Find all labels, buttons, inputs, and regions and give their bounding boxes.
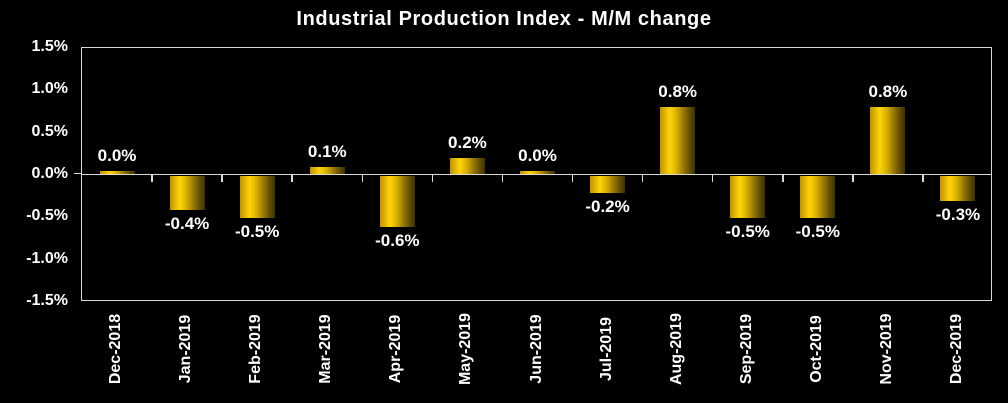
x-axis: Dec-2018 Jan-2019 Feb-2019 Mar-2019 Apr-2019… <box>81 301 992 403</box>
axis-tick <box>711 175 714 182</box>
zero-axis-tick-left <box>74 172 82 174</box>
axis-tick <box>361 175 364 182</box>
y-tick-label: 1.5% <box>31 38 68 55</box>
x-tick-label: Apr-2019 <box>387 314 405 384</box>
data-label: -0.6% <box>375 230 420 250</box>
y-tick-label: -1.5% <box>26 292 68 309</box>
bar-jul-2019 <box>590 176 626 193</box>
chart-title: Industrial Production Index - M/M change <box>296 8 712 30</box>
data-label: 0.8% <box>658 82 698 102</box>
axis-tick <box>782 175 784 182</box>
bar-sep-2019 <box>730 176 766 219</box>
axis-tick <box>221 175 223 182</box>
data-label: -0.3% <box>935 205 981 225</box>
axis-tick <box>501 175 504 182</box>
bar-aug-2019 <box>660 107 696 175</box>
data-label: 0.2% <box>448 133 487 153</box>
bar-jan-2019 <box>169 176 205 210</box>
axis-tick <box>641 175 644 182</box>
data-label: -0.5% <box>795 222 840 242</box>
x-tick-label: Feb-2019 <box>247 314 265 384</box>
data-label: 0.0% <box>518 146 557 165</box>
bar-feb-2019 <box>239 176 275 219</box>
y-tick-label: 0.0% <box>31 165 68 182</box>
data-label: -0.5% <box>725 222 770 242</box>
zero-axis-line <box>81 173 992 175</box>
x-tick-label: Dec-2019 <box>947 313 965 385</box>
x-tick-label: Sep-2019 <box>737 313 755 385</box>
x-tick-label: Dec-2018 <box>107 313 125 385</box>
data-label: -0.5% <box>234 222 280 242</box>
data-label: -0.2% <box>585 196 630 216</box>
y-tick-label: -0.5% <box>26 207 68 225</box>
x-tick-label: Mar-2019 <box>317 314 335 384</box>
axis-tick <box>922 175 924 182</box>
axis-tick <box>852 175 854 182</box>
bar-jun-2019 <box>520 171 555 175</box>
bar-dec-2018 <box>99 171 135 175</box>
data-label: -0.4% <box>164 213 210 233</box>
y-tick-label: 0.5% <box>31 122 68 140</box>
x-tick-label: Aug-2019 <box>667 312 685 386</box>
data-label: 0.0% <box>97 146 137 165</box>
bar-may-2019 <box>449 158 485 175</box>
x-tick-label: Jan-2019 <box>177 314 195 384</box>
axis-tick <box>571 175 574 182</box>
x-tick-label: May-2019 <box>457 312 475 386</box>
bar-oct-2019 <box>800 176 836 219</box>
bar-apr-2019 <box>379 176 415 227</box>
x-tick-label: Jul-2019 <box>597 316 615 382</box>
bar-mar-2019 <box>309 166 345 175</box>
bar-nov-2019 <box>870 107 906 175</box>
x-tick-label: Oct-2019 <box>807 315 825 383</box>
plot-area: 0.0% -0.4% -0.5% 0.1% -0.6% 0.2% 0.0% -0.2% 0.8%… <box>81 47 992 301</box>
axis-tick <box>431 175 434 182</box>
y-tick-label: -1.0% <box>26 249 68 267</box>
data-label: 0.8% <box>868 82 908 102</box>
y-axis: 1.5% 1.0% 0.5% 0.0% -0.5% -1.0% -1.5% <box>0 0 74 403</box>
x-tick-label: Nov-2019 <box>877 313 895 385</box>
y-tick-label: 1.0% <box>31 80 68 98</box>
axis-tick <box>291 175 293 182</box>
bar-dec-2019 <box>940 176 976 202</box>
axis-tick <box>151 175 153 182</box>
data-label: 0.1% <box>307 141 347 161</box>
x-tick-label: Jun-2019 <box>527 314 545 384</box>
